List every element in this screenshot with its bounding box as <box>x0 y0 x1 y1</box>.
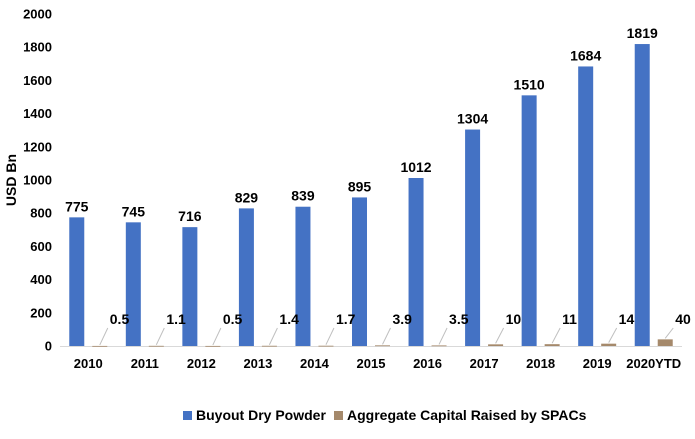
data-label-spac-capital: 3.5 <box>449 311 469 327</box>
bar-spac-capital <box>92 345 108 347</box>
data-label-buyout-dry-powder: 895 <box>348 178 372 194</box>
bar-spac-capital <box>488 344 504 346</box>
bar-buyout-dry-powder <box>238 208 254 346</box>
data-label-spac-capital: 1.4 <box>279 311 299 327</box>
data-label-buyout-dry-powder: 1012 <box>400 159 431 175</box>
data-labels: 775 0.5 745 1.1 716 0.5 829 1.4 839 1.7 895 3.9 1012… <box>65 25 691 327</box>
legend-swatch-spac-capital <box>334 411 343 420</box>
leader-line <box>212 327 222 346</box>
data-label-spac-capital: 10 <box>506 311 522 327</box>
y-axis-ticks: 0 200 400 600 800 1000 1200 1400 1600 1800 2000 <box>23 7 52 354</box>
bar-buyout-dry-powder <box>578 66 594 347</box>
bar-buyout-dry-powder <box>182 227 198 346</box>
data-label-spac-capital: 1.1 <box>166 311 186 327</box>
y-tick-label: 200 <box>30 305 52 320</box>
x-tick-label: 2011 <box>131 356 159 371</box>
leader-line <box>268 327 278 345</box>
x-tick-label: 2015 <box>357 356 386 371</box>
leader-line <box>495 327 505 344</box>
bar-spac-capital <box>261 345 277 347</box>
y-axis-title-group: USD Bn <box>3 154 19 206</box>
bar-spac-capital <box>601 343 617 346</box>
data-label-spac-capital: 14 <box>619 311 635 327</box>
x-tick-label: 2019 <box>583 356 612 371</box>
bar-spac-capital <box>375 345 390 347</box>
bar-spac-capital <box>657 339 673 346</box>
x-tick-label: 2020YTD <box>626 356 681 371</box>
leader-line <box>664 327 674 339</box>
x-axis-ticks: 2010 2011 2012 2013 2014 2015 2016 2017 2018 2019… <box>74 356 681 371</box>
bar-spac-capital <box>148 345 164 347</box>
data-label-spac-capital: 3.9 <box>393 311 413 327</box>
x-tick-label: 2018 <box>526 356 555 371</box>
bars <box>69 44 673 347</box>
data-label-buyout-dry-powder: 716 <box>178 208 202 224</box>
y-tick-label: 800 <box>30 206 52 221</box>
data-label-buyout-dry-powder: 1304 <box>457 111 488 127</box>
x-tick-label: 2016 <box>413 356 442 371</box>
legend-swatch-buyout-dry-powder <box>183 411 192 420</box>
leader-line <box>155 327 165 346</box>
data-label-spac-capital: 0.5 <box>223 311 243 327</box>
x-tick-label: 2010 <box>74 356 103 371</box>
leader-line <box>438 327 448 345</box>
leader-line <box>99 327 109 346</box>
legend-label-spac-capital: Aggregate Capital Raised by SPACs <box>347 407 587 423</box>
leader-line <box>551 327 561 344</box>
leader-line <box>608 327 618 343</box>
bar-buyout-dry-powder <box>125 222 141 346</box>
legend-label-buyout-dry-powder: Buyout Dry Powder <box>196 407 326 423</box>
data-label-spac-capital: 40 <box>675 311 691 327</box>
bar-buyout-dry-powder <box>634 44 650 347</box>
bar-spac-capital <box>544 344 560 346</box>
y-tick-label: 400 <box>30 272 52 287</box>
y-tick-label: 1800 <box>23 40 52 55</box>
bar-spac-capital <box>431 345 447 347</box>
y-tick-label: 1200 <box>23 139 52 154</box>
legend: Buyout Dry Powder Aggregate Capital Raise… <box>183 407 587 423</box>
bar-spac-capital <box>318 345 334 347</box>
data-label-buyout-dry-powder: 775 <box>65 198 89 214</box>
y-tick-label: 2000 <box>23 7 52 22</box>
y-tick-label: 1400 <box>23 106 52 121</box>
bar-buyout-dry-powder <box>352 197 367 346</box>
bar-spac-capital <box>205 345 221 347</box>
bar-buyout-dry-powder <box>521 95 537 346</box>
leader-line <box>325 327 335 345</box>
data-label-buyout-dry-powder: 839 <box>291 188 315 204</box>
data-label-buyout-dry-powder: 745 <box>122 203 146 219</box>
bar-buyout-dry-powder <box>69 217 85 346</box>
data-label-buyout-dry-powder: 1510 <box>514 76 545 92</box>
data-label-buyout-dry-powder: 1819 <box>627 25 658 41</box>
x-tick-label: 2012 <box>187 356 216 371</box>
leader-line <box>382 327 391 345</box>
y-axis-title: USD Bn <box>3 154 19 206</box>
bar-buyout-dry-powder <box>295 206 311 346</box>
data-label-spac-capital: 1.7 <box>336 311 356 327</box>
y-tick-label: 0 <box>45 339 52 354</box>
bar-buyout-dry-powder <box>465 129 481 346</box>
y-tick-label: 1600 <box>23 73 52 88</box>
data-label-spac-capital: 0.5 <box>110 311 130 327</box>
y-tick-label: 1000 <box>23 173 52 188</box>
data-label-spac-capital: 11 <box>562 311 577 327</box>
x-tick-label: 2013 <box>243 356 272 371</box>
leader-lines <box>99 327 674 346</box>
data-label-buyout-dry-powder: 1684 <box>570 47 601 63</box>
x-tick-label: 2017 <box>470 356 499 371</box>
y-tick-label: 600 <box>30 239 52 254</box>
bar-buyout-dry-powder <box>408 178 424 346</box>
x-tick-label: 2014 <box>300 356 330 371</box>
data-label-buyout-dry-powder: 829 <box>235 189 259 205</box>
